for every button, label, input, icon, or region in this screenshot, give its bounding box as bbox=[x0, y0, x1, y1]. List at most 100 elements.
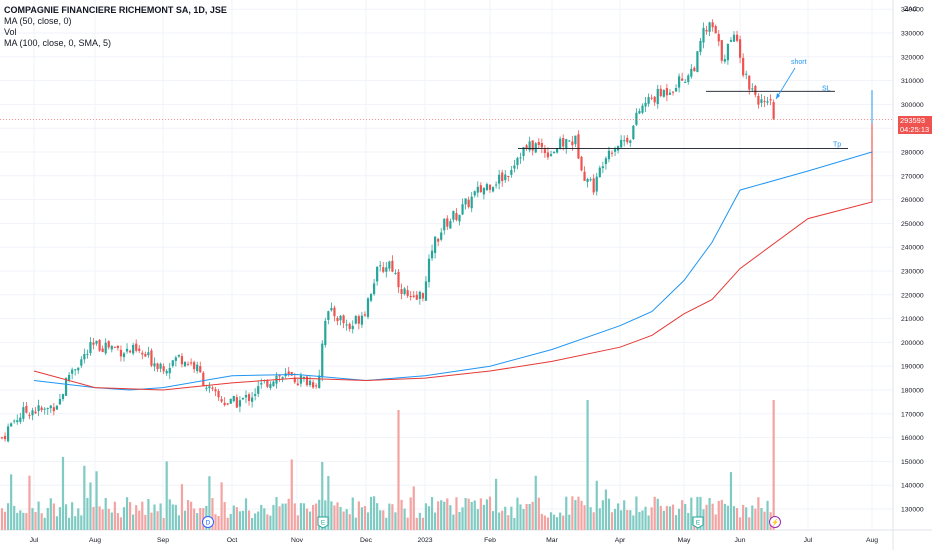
volume-bar bbox=[586, 400, 589, 530]
candle-body bbox=[144, 353, 147, 357]
volume-bar bbox=[68, 517, 71, 530]
volume-bar bbox=[766, 500, 769, 530]
earnings-marker[interactable] bbox=[692, 516, 704, 529]
volume-bar bbox=[394, 512, 397, 530]
volume-bar bbox=[659, 505, 662, 530]
volume-bar bbox=[339, 506, 342, 530]
event-marker-label: E bbox=[696, 520, 701, 527]
volume-bar bbox=[186, 500, 190, 530]
x-tick-label: Sep bbox=[157, 537, 169, 544]
volume-bar bbox=[223, 502, 226, 530]
dividend-marker[interactable] bbox=[202, 516, 214, 528]
candle-body bbox=[397, 271, 400, 288]
candle-body bbox=[525, 145, 528, 149]
candle-body bbox=[498, 174, 501, 184]
volume-bar bbox=[498, 512, 501, 530]
x-tick-label: Feb bbox=[484, 537, 496, 544]
volume-bar bbox=[705, 504, 708, 530]
volume-bar bbox=[449, 505, 452, 530]
candle-body bbox=[92, 342, 95, 345]
volume-bar bbox=[540, 513, 543, 530]
volume-bar bbox=[180, 484, 184, 530]
candle-body bbox=[684, 81, 687, 83]
candle-body bbox=[71, 369, 74, 374]
candle-body bbox=[638, 111, 641, 114]
volume-bar bbox=[129, 502, 132, 530]
volume-bar bbox=[107, 508, 110, 530]
short-arrow-line[interactable] bbox=[775, 67, 796, 100]
candle-body bbox=[427, 258, 431, 283]
volume-bar bbox=[116, 513, 119, 530]
legend-vol[interactable]: Vol bbox=[4, 27, 17, 37]
volume-bar bbox=[86, 497, 89, 530]
volume-bar bbox=[528, 503, 531, 530]
chart-title: COMPAGNIE FINANCIERE RICHEMONT SA, 1D, J… bbox=[4, 5, 227, 15]
candle-body bbox=[613, 149, 617, 152]
candle-body bbox=[37, 405, 40, 412]
volume-bar bbox=[354, 517, 357, 530]
legend-ma50[interactable]: MA (50, close, 0) bbox=[4, 16, 72, 26]
candle-body bbox=[214, 389, 217, 392]
candle-body bbox=[180, 355, 184, 365]
candle-body bbox=[656, 88, 659, 105]
volume-bar bbox=[95, 471, 98, 530]
legend-ma100[interactable]: MA (100, close, 0, SMA, 5) bbox=[4, 38, 112, 48]
y-tick-label: 310000 bbox=[901, 78, 924, 85]
candle-body bbox=[473, 191, 476, 196]
volume-bar bbox=[360, 507, 363, 530]
candle-body bbox=[217, 390, 220, 398]
volume-bar bbox=[177, 515, 180, 530]
candle-body bbox=[394, 273, 397, 275]
split-marker[interactable] bbox=[769, 516, 781, 528]
candle-body bbox=[168, 367, 171, 374]
volume-bar bbox=[315, 503, 318, 530]
candle-body bbox=[68, 374, 71, 380]
volume-bar bbox=[610, 512, 614, 530]
volume-bar bbox=[251, 517, 254, 530]
ma100-line[interactable] bbox=[33, 123, 873, 391]
x-tick-label: Jul bbox=[804, 537, 813, 544]
volume-bar bbox=[635, 496, 638, 530]
volume-bar bbox=[620, 510, 623, 530]
volume-bar bbox=[601, 500, 604, 530]
candle-body bbox=[251, 397, 254, 402]
candle-body bbox=[58, 399, 62, 405]
candle-body bbox=[629, 140, 632, 143]
candle-body bbox=[46, 408, 49, 410]
candle-body bbox=[510, 169, 513, 175]
volume-bar bbox=[571, 496, 574, 530]
y-tick-label: 340000 bbox=[901, 7, 924, 14]
volume-bar bbox=[238, 511, 241, 530]
volume-bar bbox=[470, 501, 473, 530]
candle-body bbox=[641, 105, 644, 113]
short-label: short bbox=[791, 59, 807, 66]
x-tick-label: Nov bbox=[291, 537, 304, 544]
volume-bar bbox=[617, 503, 620, 530]
volume-bar bbox=[196, 513, 199, 530]
volume-bar bbox=[16, 512, 19, 530]
volume-bar bbox=[647, 515, 650, 530]
candle-body bbox=[119, 349, 123, 357]
candle-body bbox=[186, 363, 190, 365]
volume-bar bbox=[247, 510, 251, 530]
volume-bar bbox=[717, 500, 720, 530]
volume-bar bbox=[55, 516, 58, 530]
volume-bar bbox=[144, 514, 147, 530]
candle-body bbox=[116, 345, 119, 349]
candle-body bbox=[455, 213, 458, 220]
ma50-line[interactable] bbox=[33, 90, 873, 391]
volume-bar bbox=[153, 504, 156, 530]
volume-bar bbox=[613, 508, 617, 530]
volume-bar bbox=[650, 507, 653, 530]
volume-bar bbox=[592, 512, 595, 530]
volume-bar bbox=[479, 498, 482, 530]
volume-bar bbox=[64, 504, 68, 530]
candle-body bbox=[177, 354, 180, 357]
volume-bar bbox=[467, 498, 470, 530]
volume-bar bbox=[376, 503, 379, 530]
y-tick-label: 170000 bbox=[901, 411, 924, 418]
earnings-marker[interactable] bbox=[317, 516, 329, 529]
candle-body bbox=[363, 314, 367, 316]
